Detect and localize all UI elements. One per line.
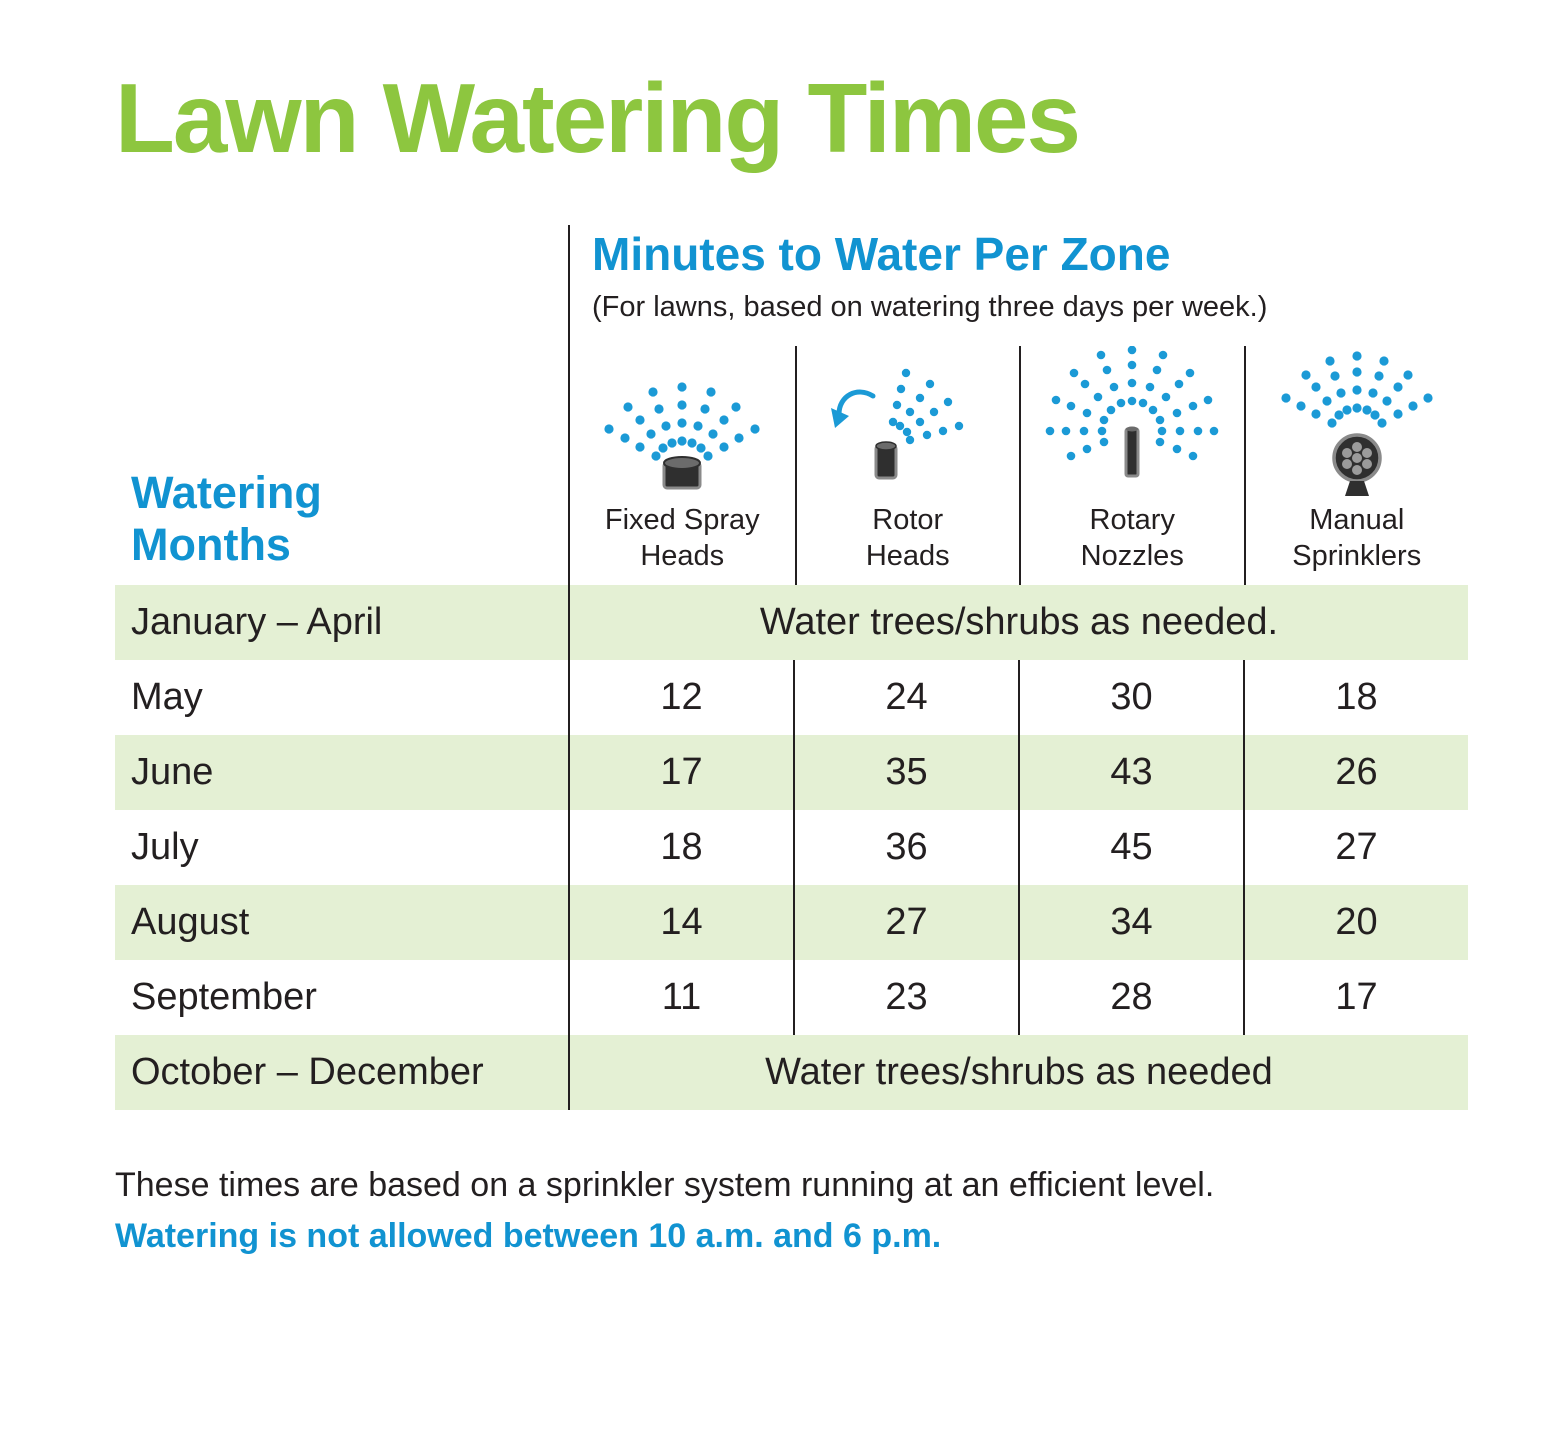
month-label: August [131,900,250,943]
value-rotor: 23 [793,959,1018,1035]
row-january-april: January – April Water trees/shrubs as ne… [115,584,1468,660]
rotary-nozzles-icon [1045,346,1219,478]
column-manual-sprinklers: Manual Sprinklers [1243,346,1469,585]
page-title: Lawn Watering Times [115,63,1081,173]
row-june: June 17 35 43 26 [115,734,1468,810]
manual-sprinklers-icon [1281,351,1433,496]
value-rotor: 36 [793,809,1018,885]
month-label: May [131,675,203,718]
merged-note-cell: Water trees/shrubs as needed [568,1034,1468,1110]
month-label: June [131,750,214,793]
column-label: Rotary Nozzles [1080,504,1184,573]
column-label: Rotor Heads [865,504,950,573]
footnote-efficiency: These times are based on a sprinkler sys… [115,1165,1215,1204]
column-fixed-spray-heads: Fixed Spray Heads [570,346,795,585]
value-fixed-spray: 14 [568,884,793,960]
value-rotary: 34 [1018,884,1243,960]
watering-times-table: January – April Water trees/shrubs as ne… [115,584,1468,1110]
month-label: January – April [131,600,383,643]
row-july: July 18 36 45 27 [115,809,1468,885]
value-manual: 18 [1243,659,1468,735]
zone-subtitle: (For lawns, based on watering three days… [592,291,1268,323]
month-label: October – December [131,1050,484,1093]
row-september: September 11 23 28 17 [115,959,1468,1035]
month-label: July [131,825,199,868]
row-may: May 12 24 30 18 [115,659,1468,735]
value-rotor: 35 [793,734,1018,810]
value-rotor: 24 [793,659,1018,735]
minutes-per-zone-header: Minutes to Water Per Zone (For lawns, ba… [568,225,1468,585]
watering-months-header: Watering Months [115,225,568,585]
column-rotary-nozzles: Rotary Nozzles [1019,346,1244,585]
row-august: August 14 27 34 20 [115,884,1468,960]
fixed-spray-heads-icon [604,382,760,490]
value-rotor: 27 [793,884,1018,960]
footnote: These times are based on a sprinkler sys… [115,1162,1468,1261]
value-manual: 20 [1243,884,1468,960]
rotor-heads-icon [830,368,963,480]
value-fixed-spray: 17 [568,734,793,810]
value-fixed-spray: 11 [568,959,793,1035]
footnote-restriction: Watering is not allowed between 10 a.m. … [115,1217,942,1256]
value-rotary: 28 [1018,959,1243,1035]
column-label: Manual Sprinklers [1292,504,1422,573]
value-rotary: 45 [1018,809,1243,885]
zone-title: Minutes to Water Per Zone [592,228,1171,280]
value-manual: 26 [1243,734,1468,810]
watering-months-label: Watering Months [131,467,322,570]
lawn-watering-infographic: Lawn Watering Times Watering Months Minu… [0,62,1543,1451]
column-rotor-heads: Rotor Heads [794,346,1020,585]
value-rotary: 30 [1018,659,1243,735]
month-label: September [131,975,317,1018]
row-october-december: October – December Water trees/shrubs as… [115,1034,1468,1110]
merged-note-cell: Water trees/shrubs as needed. [568,584,1468,660]
table-header: Watering Months Minutes to Water Per Zon… [115,225,1468,585]
value-fixed-spray: 12 [568,659,793,735]
value-fixed-spray: 18 [568,809,793,885]
column-label: Fixed Spray Heads [604,504,760,573]
sprinkler-type-columns: Fixed Spray Heads [570,346,1468,585]
value-manual: 27 [1243,809,1468,885]
value-rotary: 43 [1018,734,1243,810]
value-manual: 17 [1243,959,1468,1035]
